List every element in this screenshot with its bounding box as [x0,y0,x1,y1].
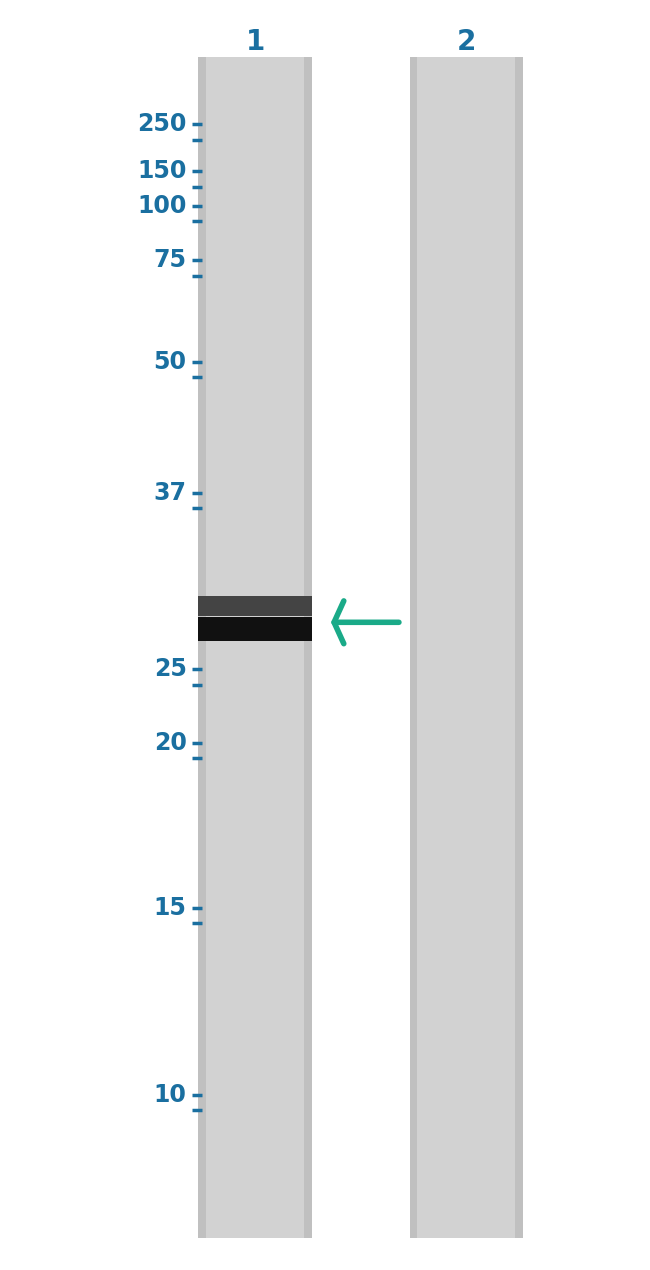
Text: 2: 2 [457,28,476,56]
Bar [198,57,312,1238]
Text: 15: 15 [153,897,187,919]
Text: 50: 50 [153,351,187,373]
Text: 37: 37 [153,481,187,504]
Text: 10: 10 [153,1083,187,1106]
Bar [198,596,312,616]
Text: 75: 75 [153,249,187,272]
Text: 150: 150 [137,160,187,183]
Bar [206,57,304,1238]
Bar [417,57,515,1238]
Bar [410,57,523,1238]
Text: 250: 250 [137,113,187,136]
Text: 100: 100 [137,194,187,217]
Text: 25: 25 [153,658,187,681]
Text: 1: 1 [246,28,265,56]
Text: 20: 20 [153,732,187,754]
Bar [198,617,312,641]
